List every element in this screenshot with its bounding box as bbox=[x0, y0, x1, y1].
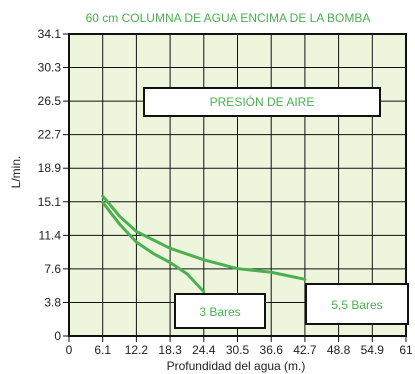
x-tick-label: 54.9 bbox=[361, 343, 385, 357]
y-tick-label: 15.1 bbox=[38, 195, 62, 209]
x-axis-ticks: 0 6.1 12.2 18.3 24.4 30.5 36.6 42.7 48.8 54.9 61 bbox=[66, 336, 413, 357]
y-tick-label: 34.1 bbox=[38, 27, 62, 41]
y-tick-label: 11.4 bbox=[39, 228, 62, 242]
legend-box-3-bares: 3 Bares bbox=[174, 293, 266, 329]
legend-box-55-bares: 5,5 Bares bbox=[305, 283, 409, 325]
plot-frame bbox=[68, 33, 407, 337]
x-tick-label: 12.2 bbox=[125, 343, 149, 357]
x-axis-label: Profundidad del agua (m.) bbox=[167, 359, 306, 373]
x-tick-label: 48.8 bbox=[327, 343, 351, 357]
legend-label-3-bares: 3 Bares bbox=[199, 305, 240, 319]
y-tick-label: 18.9 bbox=[38, 161, 62, 175]
y-tick-label: 0 bbox=[54, 329, 61, 343]
x-tick-label: 61 bbox=[399, 343, 413, 357]
series-line-3-bares bbox=[101, 200, 206, 294]
y-axis-ticks: 34.1 30.3 26.5 22.7 18.9 15.1 11.4 7.6 3.8 0 bbox=[38, 27, 69, 343]
x-tick-label: 42.7 bbox=[293, 343, 317, 357]
x-tick-label: 6.1 bbox=[94, 343, 111, 357]
y-tick-label: 7.6 bbox=[44, 262, 61, 276]
series-layer bbox=[101, 194, 307, 294]
x-tick-label: 36.6 bbox=[260, 343, 284, 357]
series-line-55-bares bbox=[101, 194, 307, 281]
chart-title: 60 cm COLUMNA DE AGUA ENCIMA DE LA BOMBA bbox=[86, 11, 371, 25]
y-axis-label: L/min. bbox=[9, 156, 23, 189]
x-tick-label: 24.4 bbox=[192, 343, 216, 357]
y-tick-label: 22.7 bbox=[38, 128, 62, 142]
annotation-text: PRESIÓN DE AIRE bbox=[210, 94, 315, 109]
x-tick-label: 18.3 bbox=[158, 343, 182, 357]
y-tick-label: 3.8 bbox=[44, 295, 61, 309]
annotation-box: PRESIÓN DE AIRE bbox=[143, 87, 381, 117]
x-tick-label: 30.5 bbox=[226, 343, 250, 357]
x-tick-label: 0 bbox=[66, 343, 73, 357]
legend-label-55-bares: 5,5 Bares bbox=[331, 298, 382, 312]
y-tick-label: 30.3 bbox=[38, 61, 62, 75]
y-tick-label: 26.5 bbox=[38, 94, 62, 108]
